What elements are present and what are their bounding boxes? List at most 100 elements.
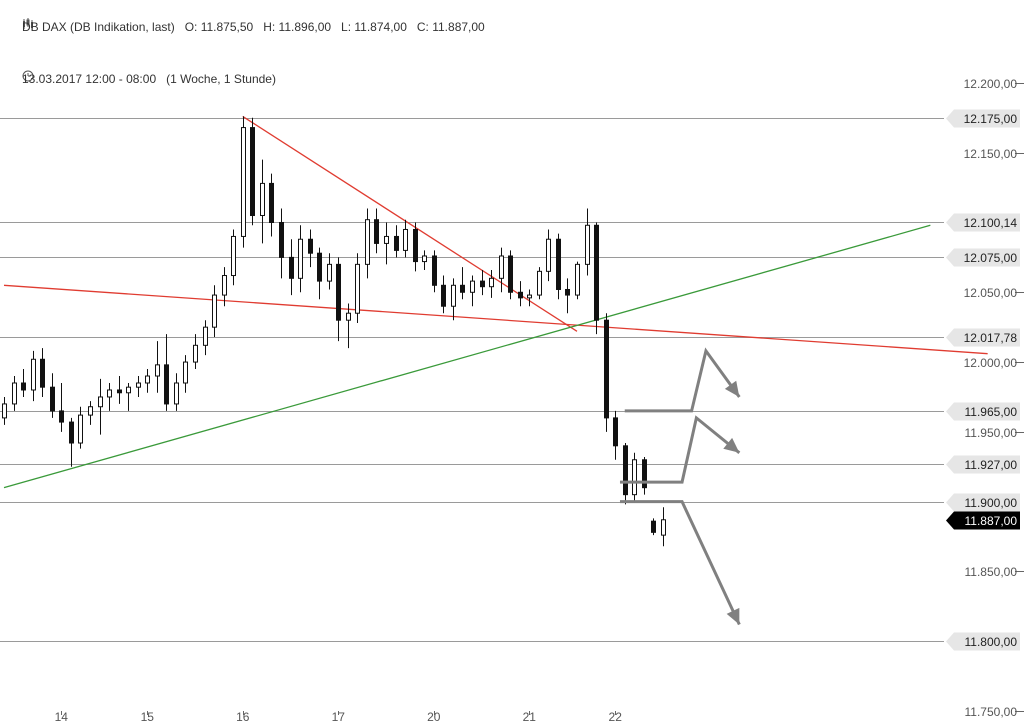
candle-body-up bbox=[575, 263, 580, 296]
header-row-range: 13.03.2017 12:00 - 08:00 (1 Woche, 1 Stu… bbox=[4, 53, 485, 105]
candle-body-down bbox=[651, 520, 656, 533]
candle-body-down bbox=[432, 255, 437, 286]
candle bbox=[661, 507, 666, 547]
candle-body-up bbox=[260, 182, 265, 217]
candle-body-up bbox=[661, 519, 666, 536]
trendlines bbox=[3, 115, 988, 489]
candle bbox=[365, 208, 370, 279]
candle-body-down bbox=[308, 238, 313, 254]
candle-body-down bbox=[21, 382, 26, 391]
candle-body-down bbox=[480, 280, 485, 288]
last-price-text: 11.887,00 bbox=[965, 514, 1018, 528]
candle-body-up bbox=[585, 224, 590, 265]
level-label-box bbox=[946, 455, 1020, 474]
candle-body-up bbox=[183, 361, 188, 384]
y-tick-label: 11.850,00 bbox=[965, 565, 1018, 579]
candle bbox=[88, 401, 93, 425]
chart-header: DB DAX (DB Indikation, last) O: 11.875,5… bbox=[4, 1, 485, 105]
candle bbox=[642, 456, 647, 495]
low-value: L: 11.874,00 bbox=[341, 19, 407, 34]
candle-body-up bbox=[145, 375, 150, 384]
candle-body-up bbox=[346, 312, 351, 321]
arrow-path bbox=[619, 415, 741, 484]
candlestick-icon bbox=[4, 1, 34, 53]
candle bbox=[145, 369, 150, 393]
candle-body-down bbox=[374, 219, 379, 244]
candle bbox=[556, 233, 561, 300]
level-label: 12.075,00 bbox=[946, 248, 1020, 267]
candle bbox=[537, 267, 542, 300]
candle bbox=[432, 250, 437, 293]
candle bbox=[250, 117, 255, 226]
trendline-red-descending bbox=[242, 115, 578, 332]
x-tick-label: 15 bbox=[141, 710, 155, 724]
projection-arrow bbox=[624, 347, 741, 413]
candle-body-down bbox=[164, 364, 169, 405]
candle-body-up bbox=[31, 358, 36, 391]
level-label-text: 11.800,00 bbox=[965, 635, 1018, 649]
level-label-text: 11.900,00 bbox=[965, 496, 1018, 510]
candle bbox=[59, 383, 64, 432]
candle-body-down bbox=[508, 255, 513, 293]
candle bbox=[518, 281, 523, 307]
trendline-green-ascending bbox=[3, 224, 931, 489]
candle-body-up bbox=[231, 235, 236, 277]
arrow-path bbox=[619, 500, 741, 626]
candle bbox=[50, 373, 55, 418]
candle bbox=[384, 222, 389, 265]
level-label: 11.900,00 bbox=[946, 493, 1020, 512]
level-label-box bbox=[946, 109, 1020, 128]
level-label: 12.100,14 bbox=[946, 213, 1020, 232]
candle bbox=[327, 253, 332, 290]
interval-label: (1 Woche, 1 Stunde) bbox=[166, 71, 276, 86]
last-price-box bbox=[946, 511, 1020, 530]
candle bbox=[623, 443, 628, 505]
candle bbox=[12, 376, 17, 411]
candle bbox=[604, 313, 609, 432]
candle bbox=[499, 247, 504, 293]
level-label-box bbox=[946, 328, 1020, 347]
header-row-ohlc: DB DAX (DB Indikation, last) O: 11.875,5… bbox=[4, 1, 485, 53]
candle-body-up bbox=[422, 255, 427, 263]
candle bbox=[98, 378, 103, 435]
candle-body-down bbox=[556, 238, 561, 290]
projection-arrow bbox=[619, 500, 741, 626]
candle-body-up bbox=[298, 238, 303, 279]
candle-body-up bbox=[193, 344, 198, 363]
candle bbox=[193, 334, 198, 370]
instrument-name: DB DAX (DB Indikation, last) bbox=[22, 19, 175, 34]
candle-body-up bbox=[174, 382, 179, 405]
candle bbox=[222, 267, 227, 307]
level-label-box bbox=[946, 248, 1020, 267]
candle bbox=[594, 222, 599, 335]
y-tick-label: 12.200,00 bbox=[964, 77, 1018, 91]
projection-arrow bbox=[619, 415, 741, 484]
y-tick-label: 12.050,00 bbox=[964, 286, 1018, 300]
candle-body-down bbox=[117, 389, 122, 394]
level-label-text: 11.927,00 bbox=[965, 458, 1018, 472]
candle bbox=[460, 267, 465, 300]
candles bbox=[2, 116, 666, 547]
candle-body-down bbox=[594, 224, 599, 321]
candle-body-down bbox=[642, 459, 647, 489]
candle bbox=[31, 350, 36, 402]
candle bbox=[527, 289, 532, 307]
candle-body-down bbox=[518, 291, 523, 299]
candle-body-down bbox=[565, 288, 570, 296]
date-range: 13.03.2017 12:00 - 08:00 bbox=[22, 71, 157, 86]
level-label: 11.927,00 bbox=[946, 455, 1020, 474]
level-label: 11.965,00 bbox=[946, 402, 1020, 421]
candle bbox=[126, 383, 131, 411]
candle-body-up bbox=[241, 127, 246, 237]
candle bbox=[174, 373, 179, 411]
candle-body-down bbox=[279, 221, 284, 258]
candle bbox=[78, 406, 83, 449]
candle-body-up bbox=[126, 386, 131, 394]
candle bbox=[69, 417, 74, 467]
candle bbox=[546, 229, 551, 282]
arrow-head-icon bbox=[726, 607, 740, 625]
x-tick-label: 20 bbox=[427, 710, 441, 724]
candle-body-up bbox=[327, 263, 332, 282]
candle bbox=[279, 208, 284, 279]
